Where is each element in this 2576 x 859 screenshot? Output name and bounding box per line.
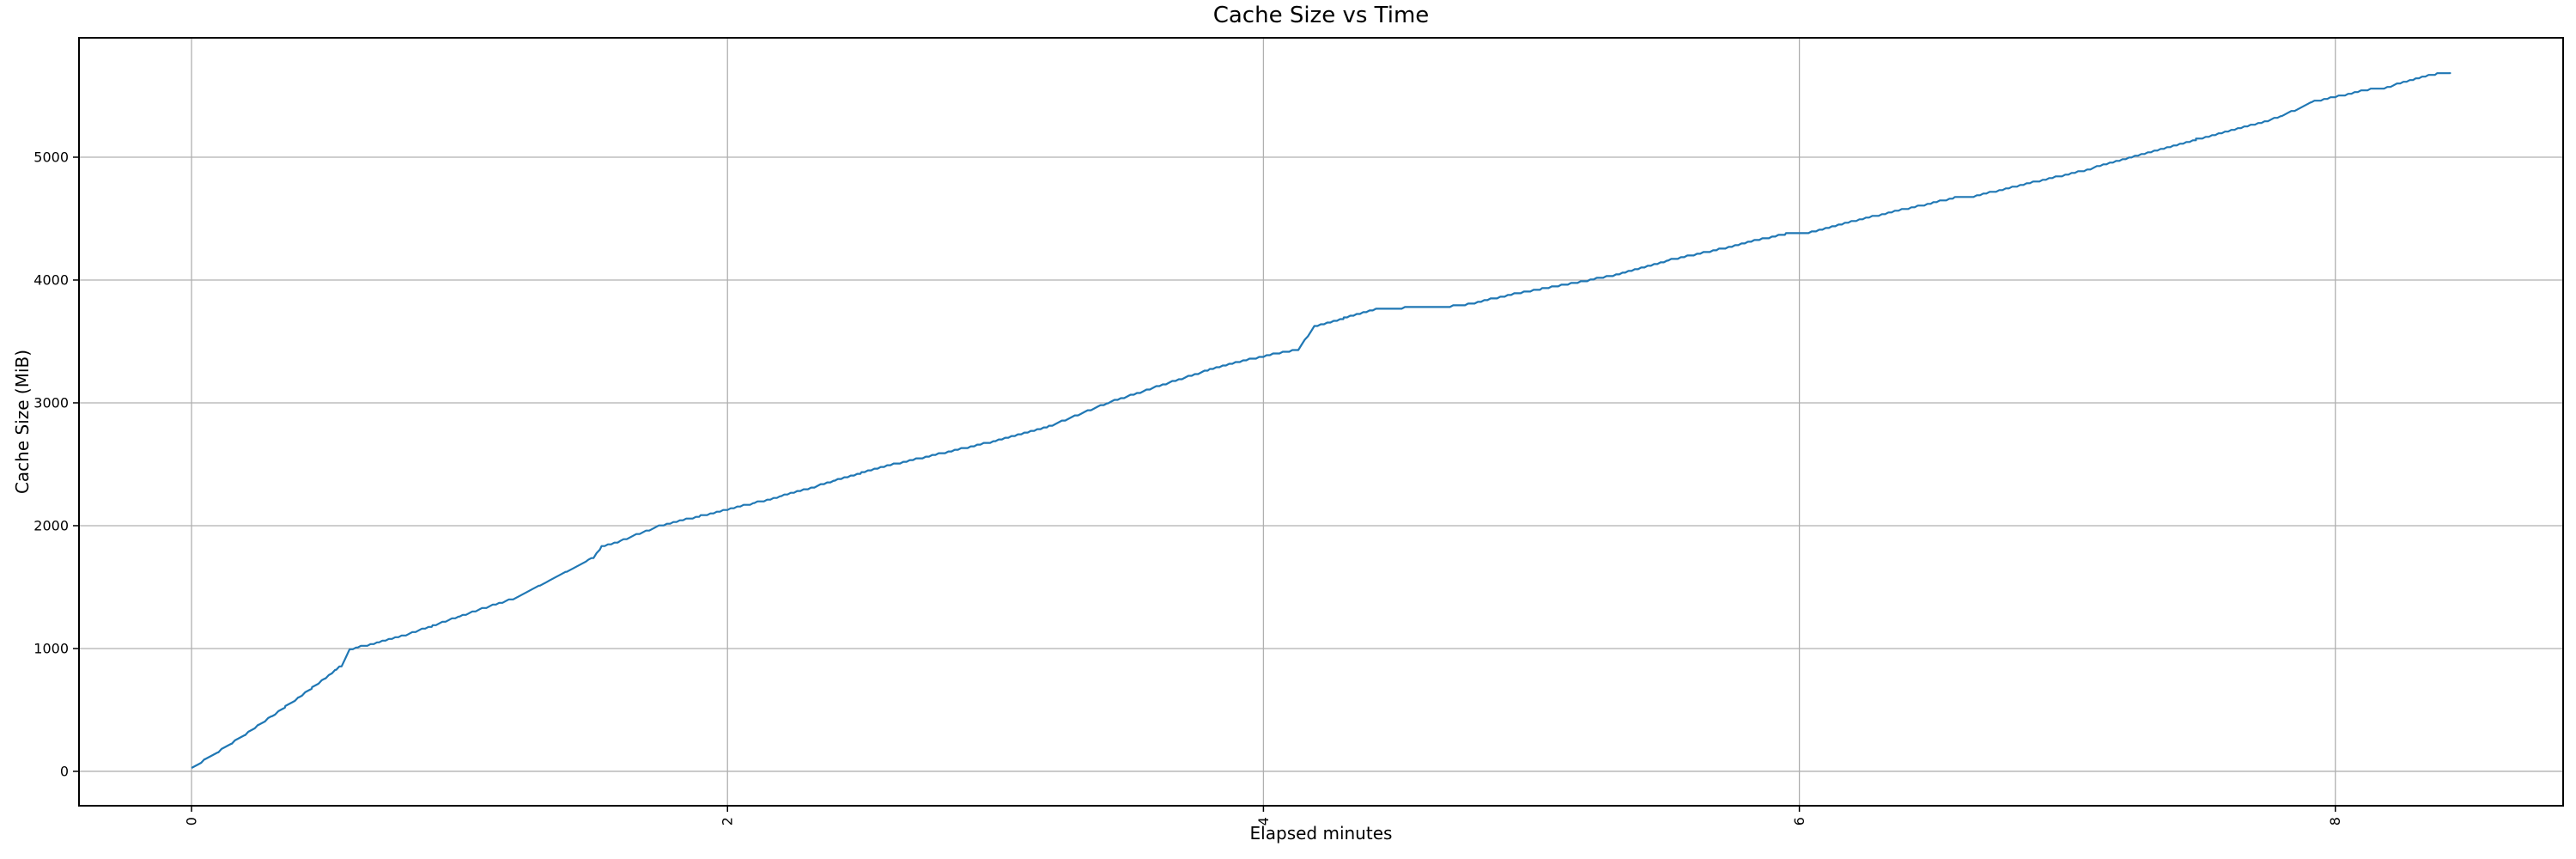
y-axis-label: Cache Size (MiB) xyxy=(12,349,33,495)
axes-spines xyxy=(78,37,2564,807)
y-tick-label: 1000 xyxy=(33,640,69,656)
series-cache-size-line xyxy=(191,71,2451,769)
x-tick-label: 0 xyxy=(184,817,200,825)
x-tick-labels: 0 2 4 6 8 xyxy=(184,806,2343,825)
y-tick-label: 4000 xyxy=(33,271,69,288)
gridlines xyxy=(79,38,2563,806)
y-tick-label: 0 xyxy=(60,763,69,779)
y-tick-label: 5000 xyxy=(33,149,69,165)
x-tick-label: 6 xyxy=(1791,817,1807,825)
y-tick-labels: 0 1000 2000 3000 4000 5000 xyxy=(33,149,79,779)
x-tick-label: 8 xyxy=(2327,817,2343,825)
y-tick-label: 3000 xyxy=(33,394,69,411)
x-axis-label: Elapsed minutes xyxy=(1249,823,1393,844)
chart-title: Cache Size vs Time xyxy=(1212,3,1430,28)
x-tick-label: 2 xyxy=(720,817,736,825)
y-tick-label: 2000 xyxy=(33,517,69,533)
x-tick-label: 4 xyxy=(1255,817,1272,825)
